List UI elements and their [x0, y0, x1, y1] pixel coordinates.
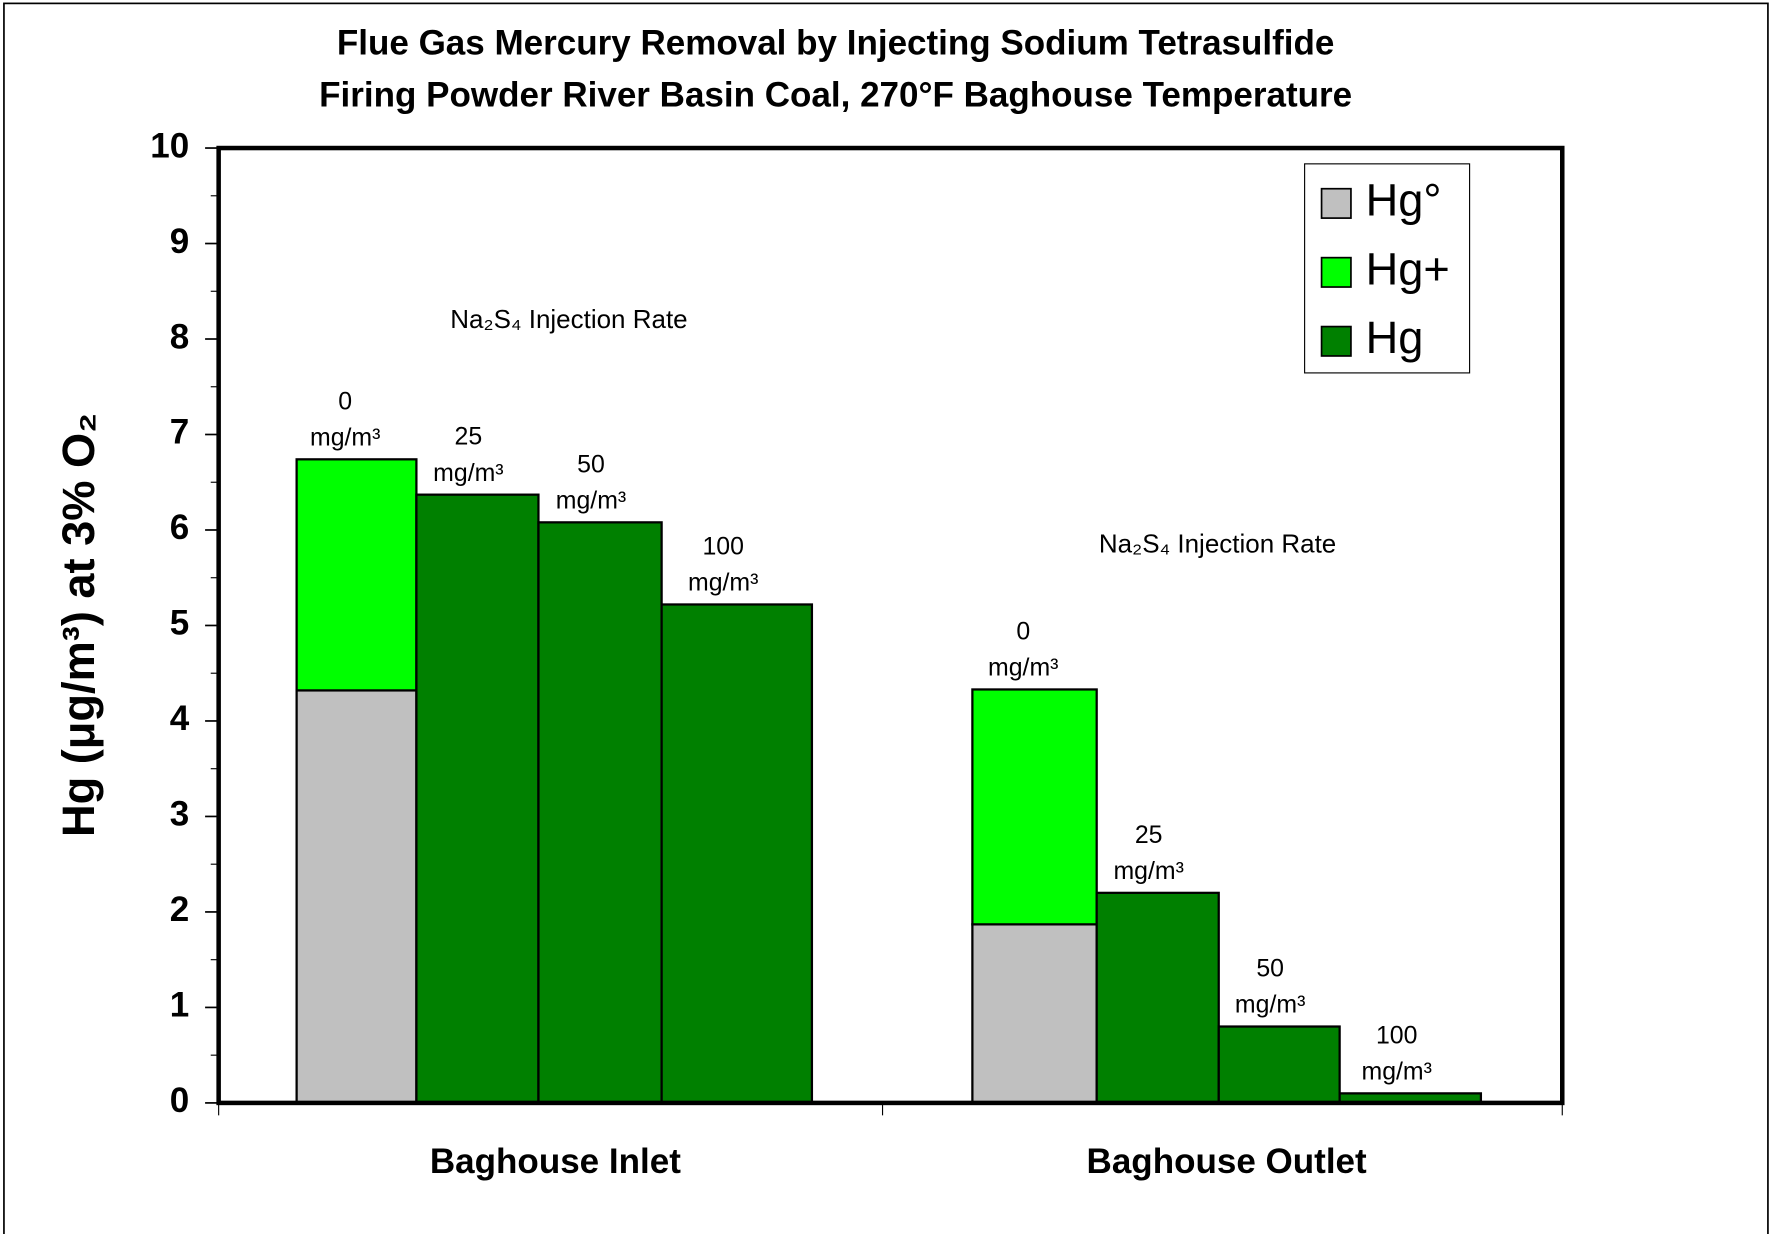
group-label: Baghouse Outlet	[1087, 1142, 1367, 1181]
bar-unit: mg/m³	[556, 487, 626, 515]
y-axis-label: Hg (μg/m³) at 3% O₂	[53, 413, 104, 837]
bar	[1095, 891, 1220, 1105]
bar-label: 0	[338, 387, 352, 415]
y-tick-label: 2	[170, 890, 189, 929]
chart-subtitle: Firing Powder River Basin Coal, 270°F Ba…	[319, 75, 1352, 114]
bar-label: 25	[455, 423, 483, 451]
bar-unit: mg/m³	[1113, 857, 1183, 885]
legend-swatch	[1320, 325, 1352, 357]
bar	[971, 923, 1098, 1105]
legend-label: Hg°	[1366, 174, 1442, 225]
bar-unit: mg/m³	[1235, 991, 1305, 1019]
y-tick-label: 9	[170, 222, 189, 261]
y-tick-label: 5	[170, 604, 189, 643]
legend-swatch	[1320, 256, 1352, 288]
annotation: Na₂S₄ Injection Rate	[1099, 529, 1336, 559]
bar-label: 50	[1256, 955, 1284, 983]
bar-unit: mg/m³	[688, 569, 758, 597]
frame	[3, 2, 1769, 1234]
bar-label: 25	[1135, 821, 1163, 849]
bar	[971, 688, 1098, 926]
bar	[415, 493, 540, 1105]
legend-swatch	[1320, 187, 1352, 219]
bar	[660, 603, 814, 1105]
annotation: Na₂S₄ Injection Rate	[450, 304, 687, 334]
bar-label: 0	[1016, 618, 1030, 646]
bar-unit: mg/m³	[1361, 1058, 1431, 1086]
bar	[295, 689, 418, 1105]
bar-label: 100	[702, 533, 743, 561]
group-label: Baghouse Inlet	[430, 1142, 681, 1181]
bar	[537, 521, 663, 1105]
y-tick-label: 4	[170, 699, 190, 738]
bar	[295, 458, 418, 692]
y-tick-label: 10	[150, 126, 189, 165]
y-tick-label: 0	[170, 1081, 189, 1120]
bar-unit: mg/m³	[988, 654, 1058, 682]
legend-label: Hg	[1366, 312, 1424, 363]
bar	[1217, 1025, 1341, 1105]
y-tick-label: 6	[170, 508, 189, 547]
y-tick-label: 3	[170, 795, 189, 834]
plot-frame	[216, 145, 1565, 1106]
legend-label: Hg+	[1366, 243, 1450, 294]
bar-unit: mg/m³	[433, 459, 503, 487]
y-tick-label: 8	[170, 317, 189, 356]
chart-title: Flue Gas Mercury Removal by Injecting So…	[337, 23, 1335, 62]
bar-label: 100	[1376, 1021, 1417, 1049]
bar-label: 50	[577, 450, 605, 478]
y-tick-label: 1	[170, 986, 189, 1025]
y-tick-label: 7	[170, 413, 189, 452]
bar-unit: mg/m³	[310, 424, 380, 452]
